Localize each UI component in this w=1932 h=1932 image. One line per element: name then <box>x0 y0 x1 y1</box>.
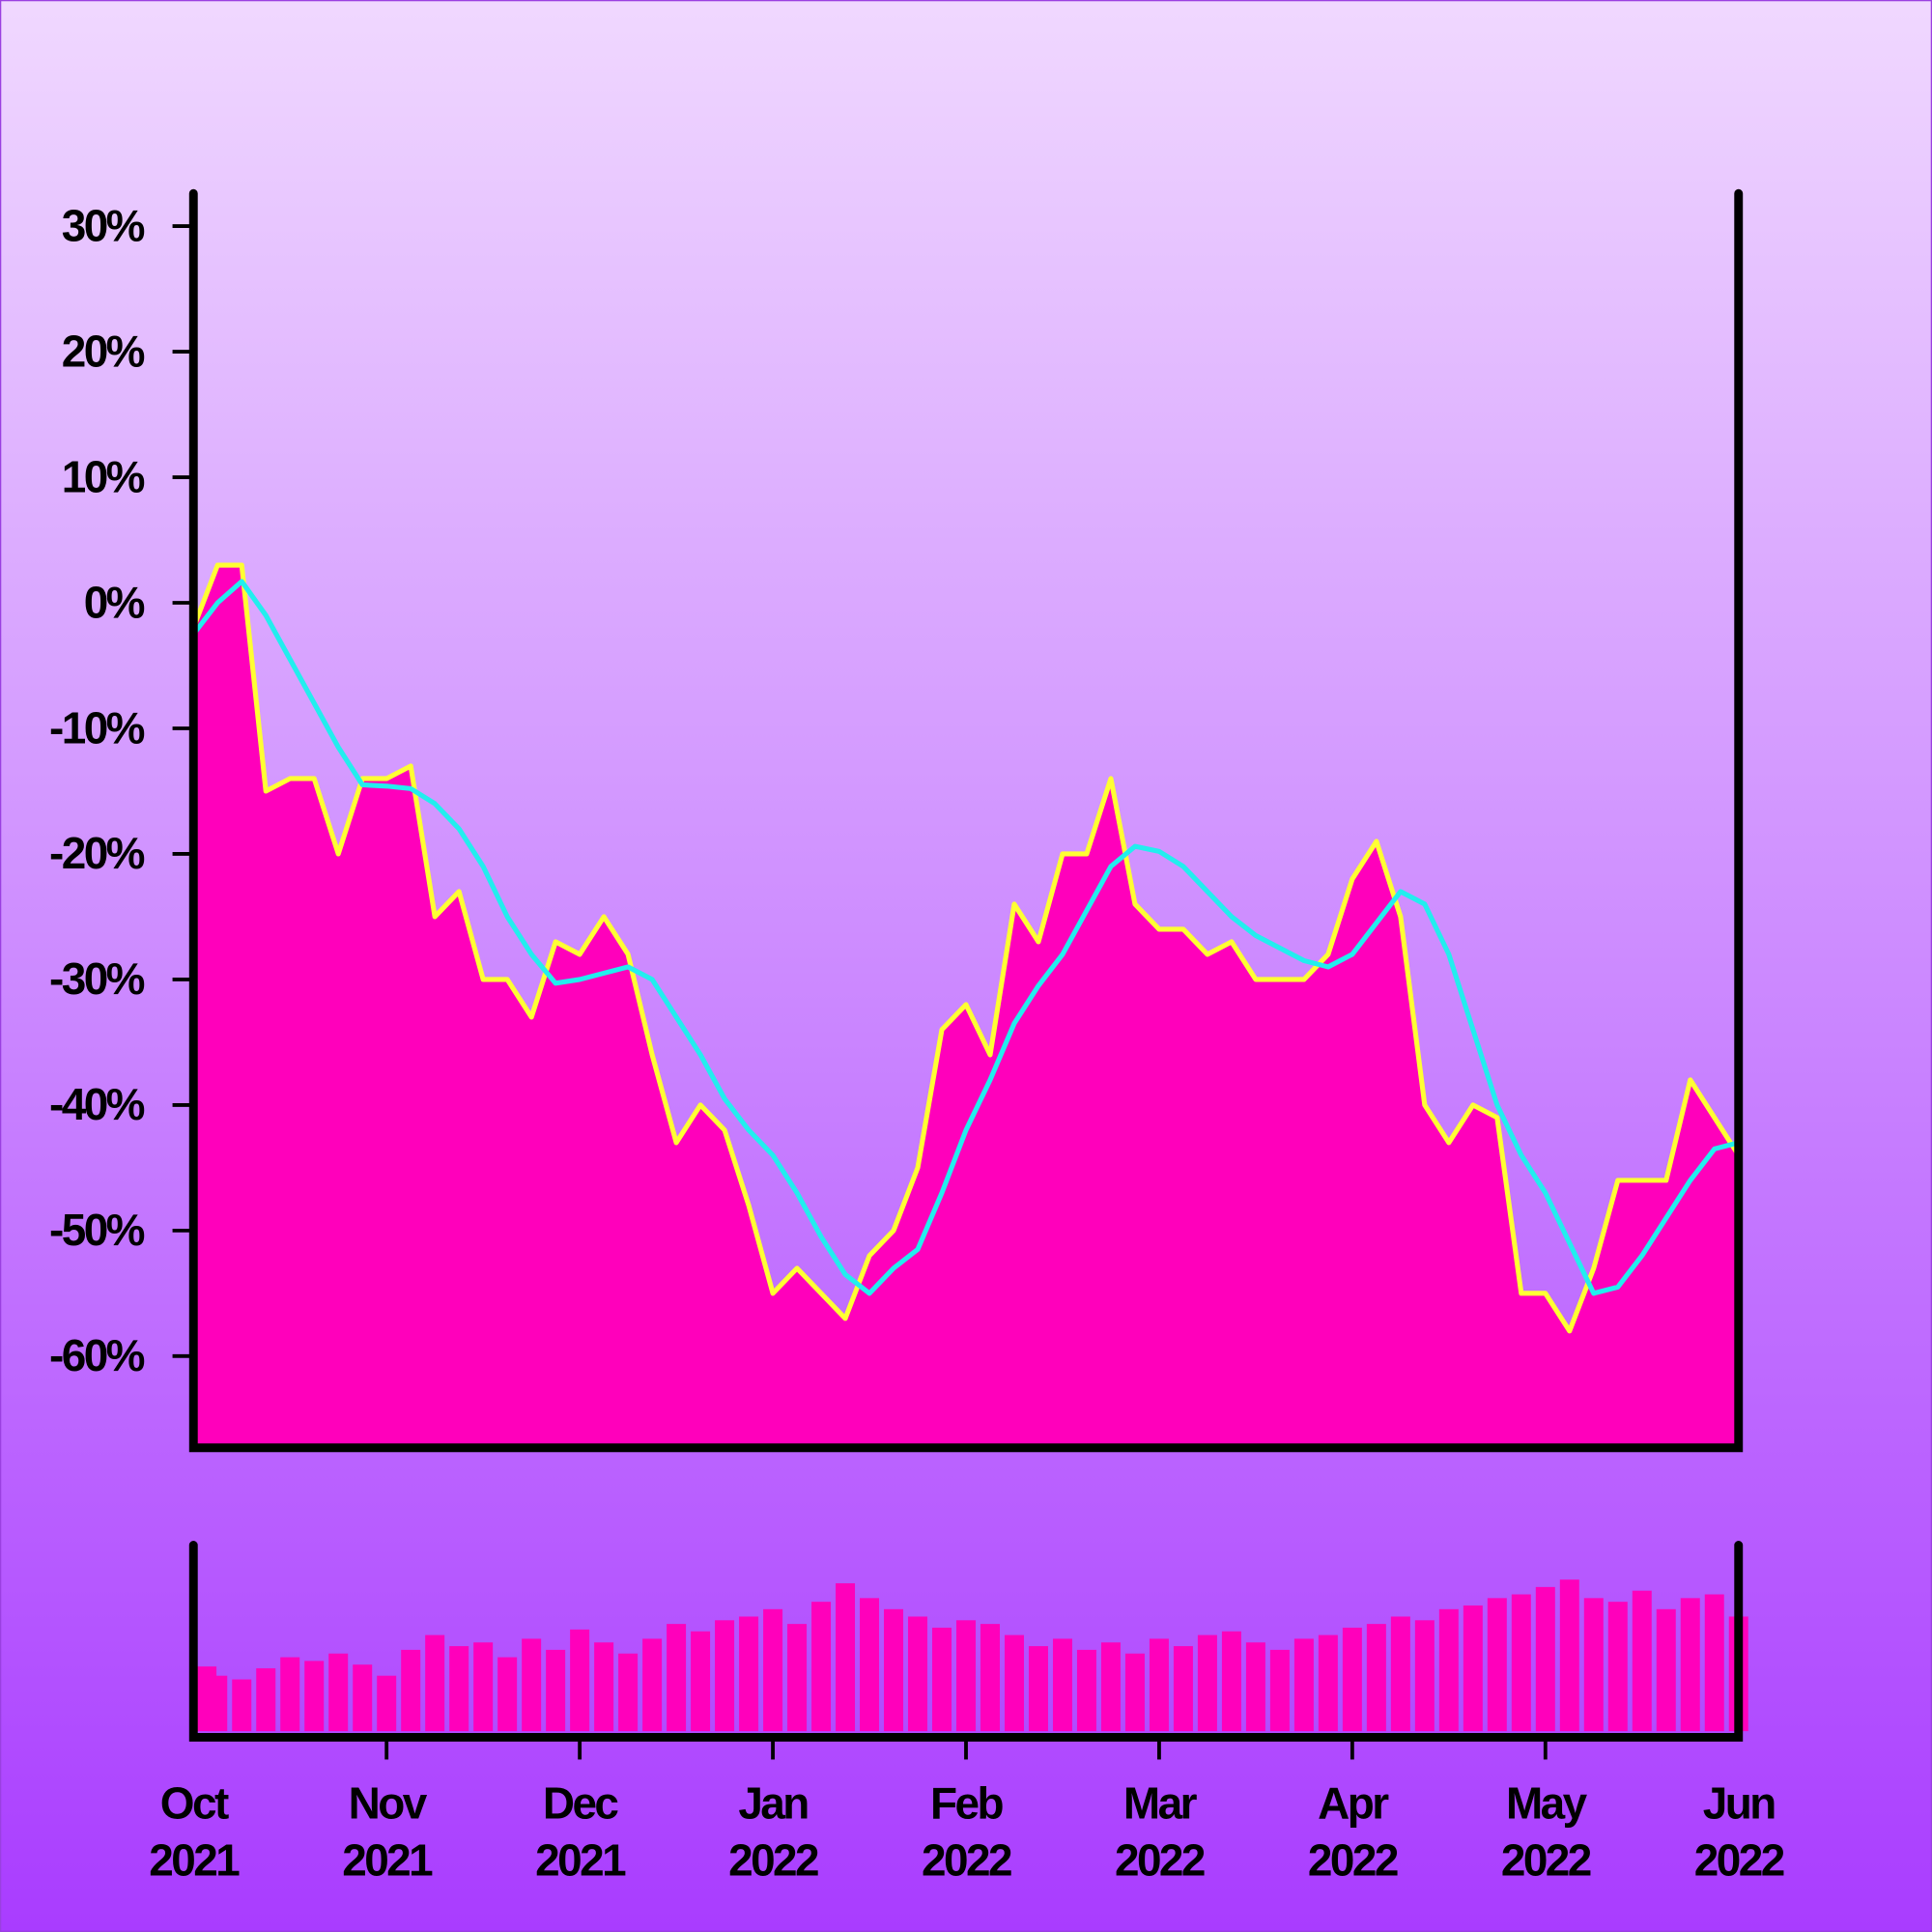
volume-bar <box>1535 1586 1555 1732</box>
y-tick-label: -50% <box>49 1205 145 1255</box>
x-tick-label: Nov 2021 <box>342 1778 433 1886</box>
x-tick-label: Jan 2022 <box>728 1778 818 1886</box>
volume-bar <box>1342 1627 1362 1732</box>
volume-bar <box>836 1583 856 1732</box>
volume-bar <box>497 1657 518 1732</box>
x-tick-label: Apr 2022 <box>1308 1778 1398 1886</box>
volume-bar <box>1028 1646 1048 1732</box>
volume-bar <box>1656 1608 1676 1732</box>
volume-bar <box>811 1602 832 1732</box>
volume-bar <box>1390 1616 1410 1732</box>
volume-bar <box>1680 1598 1700 1732</box>
volume-bar <box>763 1608 783 1732</box>
y-tick-label: 10% <box>62 451 145 501</box>
volume-bar <box>1704 1594 1724 1732</box>
y-tick-label: -10% <box>49 702 145 753</box>
volume-bar <box>1197 1634 1217 1732</box>
volume-bar <box>232 1679 252 1732</box>
y-tick-label: 0% <box>84 577 145 627</box>
series-line <box>191 579 1740 1296</box>
volume-bar <box>546 1649 566 1732</box>
volume-bar <box>473 1642 494 1732</box>
volume-bar <box>304 1661 325 1732</box>
volume-bar <box>1124 1653 1145 1732</box>
y-tick-label: 30% <box>62 200 145 250</box>
volume-bar <box>1076 1649 1096 1732</box>
volume-bar <box>884 1608 904 1732</box>
volume-bar <box>1052 1638 1072 1732</box>
x-tick-label: Mar 2022 <box>1115 1778 1205 1886</box>
volume-bar <box>956 1620 976 1732</box>
volume-bar <box>280 1657 300 1732</box>
volume-bar <box>1173 1646 1193 1732</box>
volume-bar <box>618 1653 639 1732</box>
volume-bar <box>667 1624 687 1732</box>
volume-bar <box>594 1642 614 1732</box>
volume-bar <box>642 1638 663 1732</box>
volume-bar <box>401 1649 421 1732</box>
volume-bar <box>377 1675 397 1732</box>
volume-bar <box>908 1616 928 1732</box>
volume-bar <box>1511 1594 1531 1732</box>
price-axes <box>188 188 1744 1453</box>
volume-bar <box>522 1638 542 1732</box>
volume-bar <box>328 1653 349 1732</box>
volume-bar <box>449 1646 469 1732</box>
volume-bar <box>715 1620 735 1732</box>
plot-area <box>190 562 1748 1732</box>
volume-bar <box>1414 1620 1435 1732</box>
x-tick-label: Dec 2021 <box>535 1778 626 1886</box>
volume-bar <box>1632 1590 1652 1732</box>
volume-bar <box>1366 1624 1386 1732</box>
x-tick-label: Feb 2022 <box>922 1778 1011 1886</box>
volume-bar <box>570 1629 590 1732</box>
x-tick-label: Jun 2022 <box>1694 1778 1784 1886</box>
volume-bar <box>739 1616 759 1732</box>
volume-bar <box>932 1627 952 1732</box>
volume-bar <box>256 1668 276 1732</box>
volume-bar <box>1149 1638 1169 1732</box>
volume-bar <box>1004 1634 1024 1732</box>
y-tick-label: -40% <box>49 1079 145 1129</box>
volume-bar <box>691 1631 711 1732</box>
volume-bar <box>1293 1638 1314 1732</box>
volume-bar <box>208 1675 228 1732</box>
y-tick-label: 20% <box>62 326 145 376</box>
volume-bar <box>1463 1605 1483 1732</box>
volume-bar <box>1269 1649 1290 1732</box>
volume-bar <box>1245 1642 1265 1732</box>
x-tick-label: May 2022 <box>1501 1778 1591 1886</box>
volume-bar <box>1559 1579 1579 1732</box>
series-line <box>190 562 1741 1334</box>
volume-bar <box>1607 1602 1628 1732</box>
y-tick-label: -60% <box>49 1330 145 1380</box>
volume-bar <box>787 1624 808 1732</box>
volume-bar <box>1487 1598 1507 1732</box>
x-tick-label: Oct 2021 <box>149 1778 240 1886</box>
volume-bar <box>1100 1642 1121 1732</box>
volume-bar <box>1318 1634 1338 1732</box>
y-tick-label: -20% <box>49 828 145 878</box>
volume-bar <box>860 1598 880 1732</box>
volume-bar <box>980 1624 1000 1732</box>
volume-bar <box>1438 1608 1459 1732</box>
volume-bar <box>1221 1631 1241 1732</box>
volume-bar <box>1583 1598 1604 1732</box>
y-tick-label: -30% <box>49 953 145 1004</box>
volume-bar <box>425 1634 445 1732</box>
volume-bar <box>353 1664 373 1732</box>
